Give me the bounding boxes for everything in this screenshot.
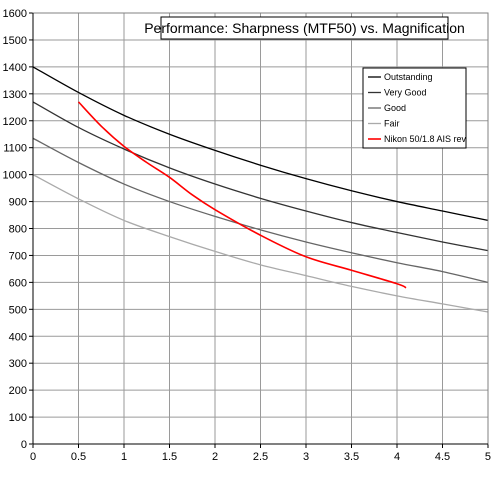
y-tick-label: 500 <box>9 304 27 316</box>
series-line-outstanding <box>32 66 489 222</box>
y-tick-label: 700 <box>9 250 27 262</box>
x-tick-label: 0.5 <box>71 451 86 463</box>
chart-title: Performance: Sharpness (MTF50) vs. Magni… <box>144 20 465 36</box>
y-tick-label: 1600 <box>3 8 27 20</box>
y-tick-label: 1200 <box>3 116 27 128</box>
legend-label-very-good: Very Good <box>384 88 427 98</box>
series-line-nikon-50-1-8-ais-rev <box>77 101 407 289</box>
x-tick-label: 2.5 <box>253 451 268 463</box>
x-tick-label: 3 <box>303 451 309 463</box>
x-tick-label: 1 <box>121 451 127 463</box>
y-tick-label: 1100 <box>3 143 27 155</box>
x-tick-label: 0 <box>30 451 36 463</box>
x-tick-label: 4.5 <box>435 451 450 463</box>
y-tick-label: 900 <box>9 197 27 209</box>
x-tick-label: 4 <box>394 451 400 463</box>
y-tick-label: 1400 <box>3 62 27 74</box>
y-tick-label: 1300 <box>3 89 27 101</box>
y-tick-label: 400 <box>9 331 27 343</box>
x-tick-label: 3.5 <box>344 451 359 463</box>
y-tick-label: 100 <box>9 412 27 424</box>
y-tick-label: 200 <box>9 385 27 397</box>
legend-label-nikon-50-1-8-ais-rev: Nikon 50/1.8 AIS rev <box>384 134 467 144</box>
legend-label-fair: Fair <box>384 119 400 129</box>
y-tick-label: 600 <box>9 277 27 289</box>
legend-label-outstanding: Outstanding <box>384 72 433 82</box>
y-tick-label: 300 <box>9 358 27 370</box>
x-tick-label: 2 <box>212 451 218 463</box>
y-tick-label: 800 <box>9 224 27 236</box>
chart-title-box: Performance: Sharpness (MTF50) vs. Magni… <box>144 16 465 40</box>
series-layer <box>32 66 489 313</box>
y-tick-label: 1000 <box>3 170 27 182</box>
x-tick-label: 1.5 <box>162 451 177 463</box>
chart-title-frame <box>160 16 449 40</box>
x-tick-label: 5 <box>485 451 491 463</box>
series-line-fair <box>32 174 489 313</box>
series-line-very-good <box>32 101 489 252</box>
axis-layer: 0100200300400500600700800900100011001200… <box>3 8 491 463</box>
series-line-good <box>32 137 489 284</box>
legend-label-good: Good <box>384 103 406 113</box>
y-tick-label: 0 <box>21 439 27 451</box>
legend: Outstanding Very Good Good Fair Nikon 50/1.8… <box>362 67 467 149</box>
y-tick-label: 1500 <box>3 35 27 47</box>
